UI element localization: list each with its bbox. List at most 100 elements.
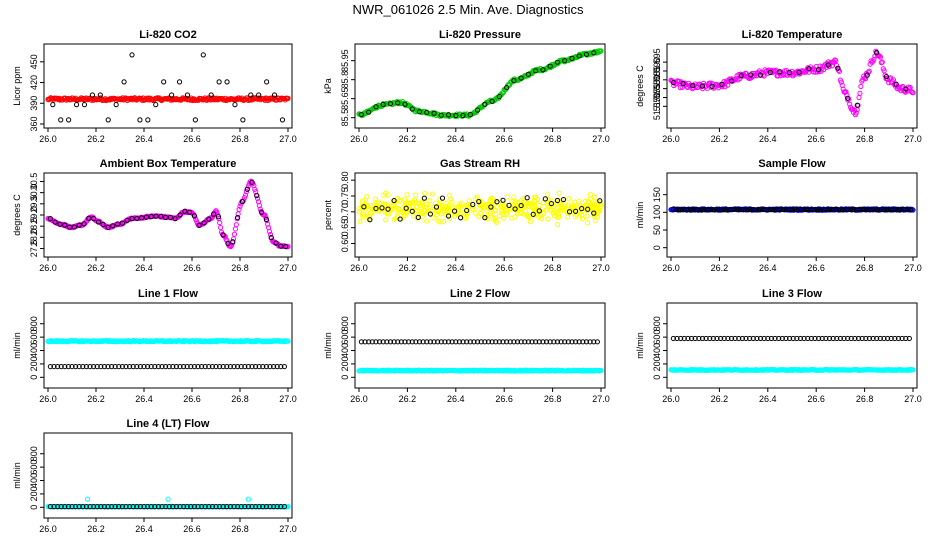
data-point (518, 202, 524, 209)
data-point (466, 198, 472, 204)
data-point (893, 206, 899, 212)
data-point (451, 208, 458, 214)
x-tick-label: 26.2 (711, 263, 729, 273)
data-point (489, 98, 495, 104)
data-point (245, 183, 251, 189)
data-point (548, 206, 554, 212)
x-tick-label: 26.0 (39, 524, 57, 534)
data-point (62, 222, 68, 228)
x-tick-label: 26.6 (495, 394, 513, 404)
data-point (83, 363, 90, 370)
data-point (816, 207, 822, 213)
data-point (435, 339, 441, 345)
data-point (818, 207, 824, 213)
data-point (543, 207, 549, 213)
x-tick-label: 26.4 (447, 263, 465, 273)
data-point (405, 200, 412, 206)
data-point (97, 92, 103, 98)
data-point (139, 215, 145, 221)
data-point (460, 339, 466, 345)
data-point (702, 207, 708, 213)
data-point (812, 335, 818, 342)
data-point (220, 363, 226, 370)
data-point (438, 211, 444, 217)
data-point (281, 363, 287, 370)
data-point (816, 335, 822, 342)
data-point (808, 206, 814, 213)
data-point (837, 207, 844, 213)
data-point (779, 206, 785, 213)
data-point (500, 197, 506, 203)
data-point (899, 335, 905, 342)
panel-title: Line 4 (LT) Flow (127, 418, 210, 430)
data-point (123, 504, 129, 510)
y-tick-label: 800 (29, 446, 39, 461)
data-point (857, 206, 863, 212)
data-point (191, 363, 197, 370)
data-point (245, 496, 251, 502)
data-point (264, 79, 270, 85)
x-tick-label: 27.0 (592, 394, 610, 404)
data-point (525, 71, 532, 77)
y-tick-label: 420 (29, 75, 39, 90)
data-point (422, 208, 428, 214)
data-point (260, 363, 266, 370)
data-point (682, 206, 689, 213)
data-point (50, 102, 56, 108)
series-ambient (45, 178, 291, 250)
data-point (119, 220, 126, 226)
data-points (668, 48, 916, 118)
data-point (69, 363, 75, 370)
data-point (750, 335, 756, 342)
data-point (241, 197, 247, 203)
data-point (579, 206, 585, 212)
y-tick-label: 30.5 (29, 173, 39, 191)
x-tick-label: 26.0 (662, 394, 680, 404)
data-point (728, 335, 735, 342)
data-point (515, 202, 521, 209)
data-point (206, 504, 212, 510)
data-point (539, 215, 545, 222)
series-cyan (45, 338, 291, 345)
data-point (542, 196, 548, 202)
data-point (409, 208, 415, 214)
data-point (782, 206, 788, 213)
data-point (73, 363, 79, 370)
data-point (387, 339, 394, 345)
data-point (777, 206, 783, 212)
data-point (404, 192, 410, 198)
data-point (360, 214, 366, 220)
data-point (398, 339, 404, 345)
data-point (439, 195, 446, 201)
x-tick-label: 26.4 (759, 394, 777, 404)
data-point (576, 339, 582, 345)
data-point (383, 201, 389, 207)
data-point (707, 335, 713, 342)
data-point (456, 204, 462, 210)
series-black (47, 363, 287, 370)
data-point (566, 209, 573, 215)
panel-title: Li-820 Temperature (742, 29, 843, 41)
data-point (51, 504, 57, 510)
data-point (464, 339, 470, 345)
data-point (553, 209, 559, 216)
data-point (105, 117, 111, 123)
data-point (833, 58, 839, 64)
data-point (91, 504, 97, 510)
plot-frame (43, 432, 293, 519)
y-tick-label: 200 (29, 356, 39, 371)
data-point (116, 363, 122, 370)
data-point (757, 335, 764, 342)
data-point (159, 363, 165, 370)
data-point (184, 92, 191, 98)
data-point (470, 201, 476, 208)
data-point (94, 504, 100, 510)
data-point (242, 504, 248, 510)
data-point (511, 77, 517, 84)
data-point (476, 213, 482, 220)
data-point (58, 504, 64, 510)
data-point (80, 504, 86, 510)
data-point (591, 339, 597, 345)
data-point (95, 219, 102, 225)
